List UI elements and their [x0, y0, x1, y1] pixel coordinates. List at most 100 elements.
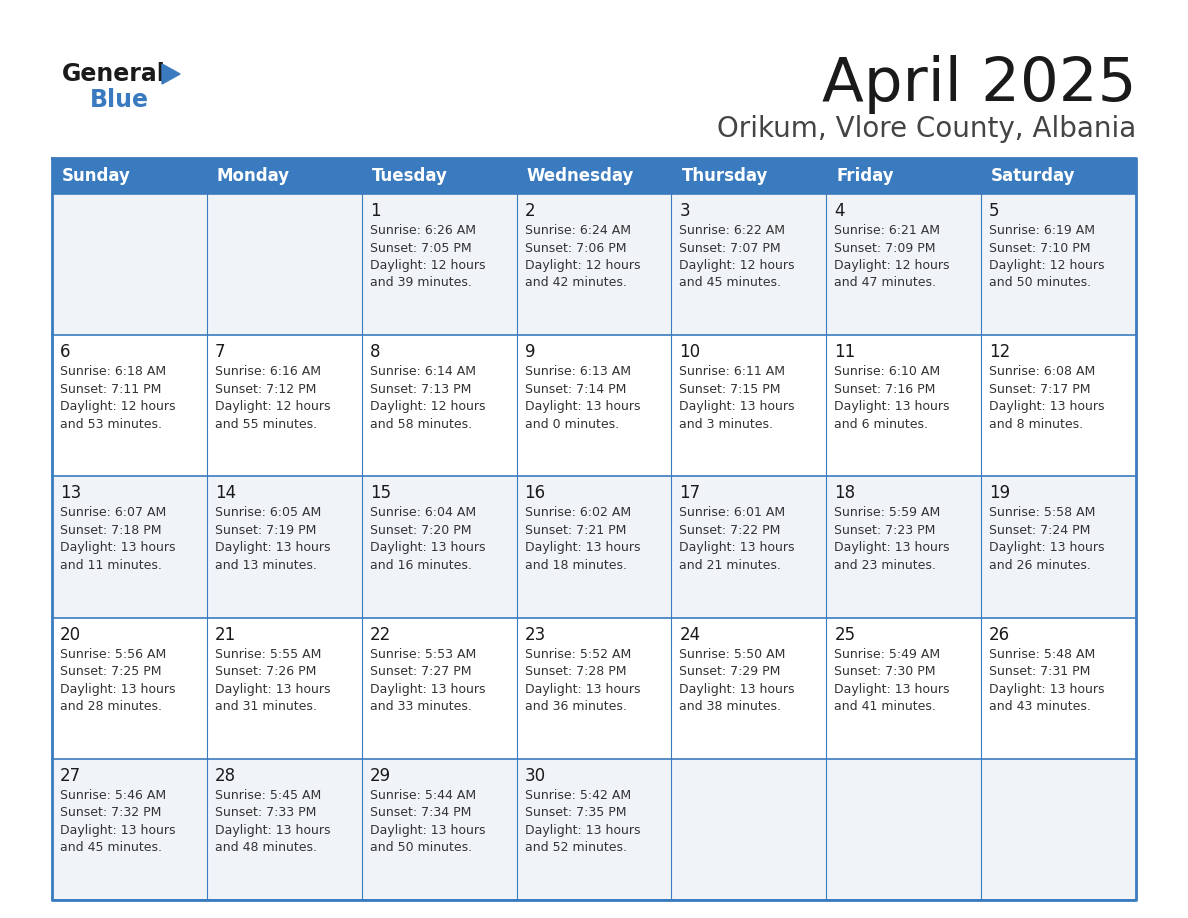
Bar	[52, 759, 207, 900]
Text: 14: 14	[215, 485, 236, 502]
Text: Sunrise: 5:53 AM: Sunrise: 5:53 AM	[369, 647, 476, 661]
Text: 28: 28	[215, 767, 236, 785]
Text: 29: 29	[369, 767, 391, 785]
Bar	[671, 194, 827, 335]
Text: 21: 21	[215, 625, 236, 644]
Text: and 48 minutes.: and 48 minutes.	[215, 841, 317, 855]
Text: Sunset: 7:21 PM: Sunset: 7:21 PM	[525, 524, 626, 537]
Text: Daylight: 13 hours: Daylight: 13 hours	[525, 542, 640, 554]
Text: Saturday: Saturday	[991, 167, 1075, 185]
Text: Daylight: 13 hours: Daylight: 13 hours	[990, 683, 1105, 696]
Text: Daylight: 13 hours: Daylight: 13 hours	[834, 400, 949, 413]
Bar	[981, 476, 1136, 618]
Text: Daylight: 13 hours: Daylight: 13 hours	[990, 542, 1105, 554]
Text: 15: 15	[369, 485, 391, 502]
Text: and 16 minutes.: and 16 minutes.	[369, 559, 472, 572]
Text: 26: 26	[990, 625, 1010, 644]
Text: Monday: Monday	[217, 167, 290, 185]
Text: Sunset: 7:29 PM: Sunset: 7:29 PM	[680, 666, 781, 678]
Text: Daylight: 13 hours: Daylight: 13 hours	[215, 542, 330, 554]
Text: and 45 minutes.: and 45 minutes.	[680, 276, 782, 289]
Bar	[52, 618, 207, 759]
Bar	[517, 158, 671, 194]
Text: Sunset: 7:16 PM: Sunset: 7:16 PM	[834, 383, 936, 396]
Text: Daylight: 13 hours: Daylight: 13 hours	[369, 683, 485, 696]
Text: Daylight: 13 hours: Daylight: 13 hours	[215, 823, 330, 837]
Text: Sunrise: 6:05 AM: Sunrise: 6:05 AM	[215, 507, 321, 520]
Text: Sunrise: 6:22 AM: Sunrise: 6:22 AM	[680, 224, 785, 237]
Text: Sunrise: 6:13 AM: Sunrise: 6:13 AM	[525, 365, 631, 378]
Text: Sunset: 7:31 PM: Sunset: 7:31 PM	[990, 666, 1091, 678]
Text: 19: 19	[990, 485, 1010, 502]
Text: Sunrise: 5:46 AM: Sunrise: 5:46 AM	[61, 789, 166, 801]
Bar	[827, 618, 981, 759]
Bar	[207, 158, 361, 194]
Bar	[52, 476, 207, 618]
Text: Sunset: 7:27 PM: Sunset: 7:27 PM	[369, 666, 472, 678]
Text: Sunrise: 5:44 AM: Sunrise: 5:44 AM	[369, 789, 476, 801]
Text: and 13 minutes.: and 13 minutes.	[215, 559, 317, 572]
Text: Sunrise: 5:49 AM: Sunrise: 5:49 AM	[834, 647, 941, 661]
Text: 22: 22	[369, 625, 391, 644]
Text: Daylight: 13 hours: Daylight: 13 hours	[834, 542, 949, 554]
Text: Daylight: 12 hours: Daylight: 12 hours	[680, 259, 795, 272]
Bar	[827, 476, 981, 618]
Text: 4: 4	[834, 202, 845, 220]
Bar	[981, 194, 1136, 335]
Bar	[361, 194, 517, 335]
Text: Sunrise: 5:52 AM: Sunrise: 5:52 AM	[525, 647, 631, 661]
Text: Wednesday: Wednesday	[526, 167, 634, 185]
Text: Sunset: 7:10 PM: Sunset: 7:10 PM	[990, 241, 1091, 254]
Bar	[981, 158, 1136, 194]
Text: Sunset: 7:22 PM: Sunset: 7:22 PM	[680, 524, 781, 537]
Text: 17: 17	[680, 485, 701, 502]
Text: Sunset: 7:15 PM: Sunset: 7:15 PM	[680, 383, 781, 396]
Text: Sunrise: 5:56 AM: Sunrise: 5:56 AM	[61, 647, 166, 661]
Text: Sunrise: 5:50 AM: Sunrise: 5:50 AM	[680, 647, 785, 661]
Text: Sunrise: 5:45 AM: Sunrise: 5:45 AM	[215, 789, 321, 801]
Text: 10: 10	[680, 343, 701, 361]
Text: Daylight: 13 hours: Daylight: 13 hours	[215, 683, 330, 696]
Text: 27: 27	[61, 767, 81, 785]
Bar	[981, 335, 1136, 476]
Text: Daylight: 13 hours: Daylight: 13 hours	[990, 400, 1105, 413]
Text: Sunset: 7:32 PM: Sunset: 7:32 PM	[61, 806, 162, 819]
Text: Sunset: 7:17 PM: Sunset: 7:17 PM	[990, 383, 1091, 396]
Bar	[827, 335, 981, 476]
Text: Daylight: 13 hours: Daylight: 13 hours	[680, 542, 795, 554]
Text: Sunrise: 6:14 AM: Sunrise: 6:14 AM	[369, 365, 475, 378]
Bar	[827, 759, 981, 900]
Text: and 52 minutes.: and 52 minutes.	[525, 841, 626, 855]
Text: Sunset: 7:05 PM: Sunset: 7:05 PM	[369, 241, 472, 254]
Text: Sunset: 7:20 PM: Sunset: 7:20 PM	[369, 524, 472, 537]
Text: Sunset: 7:28 PM: Sunset: 7:28 PM	[525, 666, 626, 678]
Text: Sunrise: 6:18 AM: Sunrise: 6:18 AM	[61, 365, 166, 378]
Text: Daylight: 13 hours: Daylight: 13 hours	[680, 683, 795, 696]
Text: Daylight: 12 hours: Daylight: 12 hours	[990, 259, 1105, 272]
Text: Sunrise: 6:10 AM: Sunrise: 6:10 AM	[834, 365, 941, 378]
Text: and 47 minutes.: and 47 minutes.	[834, 276, 936, 289]
Text: 23: 23	[525, 625, 545, 644]
Text: Daylight: 12 hours: Daylight: 12 hours	[525, 259, 640, 272]
Bar	[207, 335, 361, 476]
Bar	[52, 158, 207, 194]
Text: Sunset: 7:13 PM: Sunset: 7:13 PM	[369, 383, 472, 396]
Text: Sunset: 7:34 PM: Sunset: 7:34 PM	[369, 806, 472, 819]
Text: and 11 minutes.: and 11 minutes.	[61, 559, 162, 572]
Text: and 0 minutes.: and 0 minutes.	[525, 418, 619, 431]
Text: Sunset: 7:09 PM: Sunset: 7:09 PM	[834, 241, 936, 254]
Text: Daylight: 12 hours: Daylight: 12 hours	[61, 400, 176, 413]
Text: Daylight: 13 hours: Daylight: 13 hours	[525, 823, 640, 837]
Bar	[517, 194, 671, 335]
Text: Sunset: 7:25 PM: Sunset: 7:25 PM	[61, 666, 162, 678]
Text: and 42 minutes.: and 42 minutes.	[525, 276, 626, 289]
Text: and 43 minutes.: and 43 minutes.	[990, 700, 1091, 713]
Text: and 41 minutes.: and 41 minutes.	[834, 700, 936, 713]
Bar	[827, 158, 981, 194]
Bar	[361, 335, 517, 476]
Text: Sunset: 7:06 PM: Sunset: 7:06 PM	[525, 241, 626, 254]
Text: 30: 30	[525, 767, 545, 785]
Text: General: General	[62, 62, 166, 86]
Bar	[671, 335, 827, 476]
Bar	[981, 618, 1136, 759]
